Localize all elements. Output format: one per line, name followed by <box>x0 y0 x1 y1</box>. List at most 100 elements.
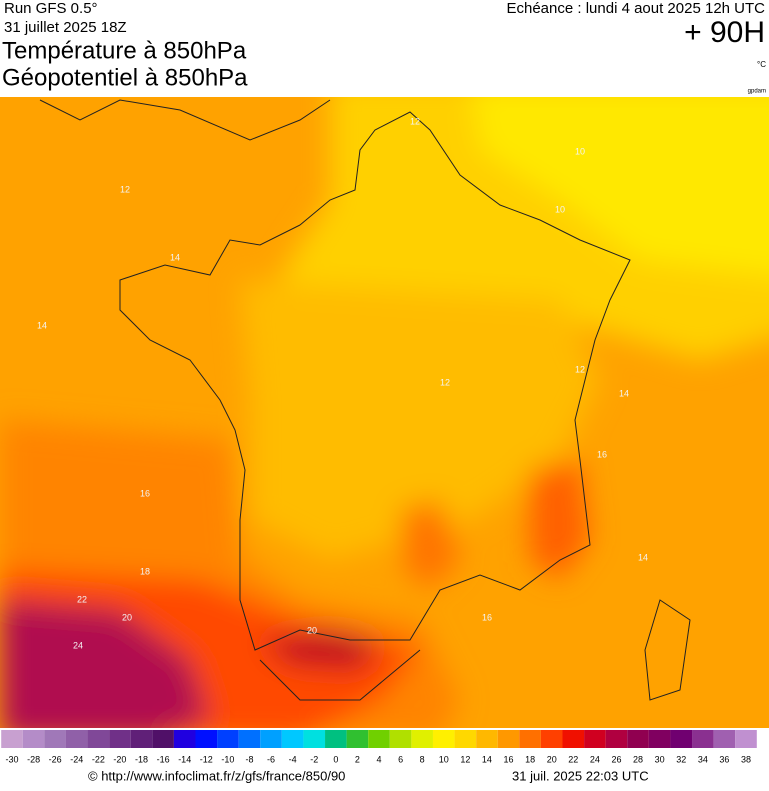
map: 10 10 12 12 12 12 14 14 14 14 16 16 16 18 22 20 20 24 <box>0 97 769 728</box>
color-scale-label: 32 <box>676 754 686 764</box>
color-scale-label: 16 <box>504 754 514 764</box>
contour-label: 16 <box>597 449 607 459</box>
contour-label: 12 <box>440 377 450 387</box>
contour-label: 12 <box>410 116 420 126</box>
contour-label: 10 <box>575 146 585 156</box>
color-scale-label: 20 <box>547 754 557 764</box>
color-scale-label: 12 <box>460 754 470 764</box>
color-scale-cell <box>22 730 45 748</box>
color-scale-cell <box>562 730 585 748</box>
color-scale-label: 14 <box>482 754 492 764</box>
color-scale-cell <box>411 730 433 748</box>
contour-label: 12 <box>120 184 130 194</box>
lead-time: + 90H <box>684 16 765 49</box>
forecast-time: Echéance : lundi 4 aout 2025 12h UTC <box>506 0 765 17</box>
contour-label: 16 <box>482 612 492 622</box>
color-scale-cell <box>303 730 326 748</box>
color-scale-cell <box>454 730 477 748</box>
color-scale-cell <box>389 730 412 748</box>
contour-label: 14 <box>619 388 629 398</box>
run-date: 31 juillet 2025 18Z <box>4 19 127 36</box>
color-scale-cell <box>65 730 88 748</box>
credit: gpdam <box>748 89 766 95</box>
unit: °C <box>757 60 766 69</box>
contour-label: 20 <box>122 612 132 622</box>
color-scale-label: 6 <box>398 754 403 764</box>
color-scale-cell <box>130 730 153 748</box>
color-scale-label: 24 <box>590 754 600 764</box>
color-scale-label: -20 <box>113 754 126 764</box>
color-scale-label: 0 <box>333 754 338 764</box>
color-scale-cell <box>109 730 131 748</box>
contour-label: 24 <box>73 640 83 650</box>
contour-label: 18 <box>140 566 150 576</box>
color-scale-label: 18 <box>525 754 535 764</box>
contour-label: 14 <box>170 252 180 262</box>
color-scale-cell <box>735 730 757 748</box>
color-scale-label: -28 <box>27 754 40 764</box>
color-scale-label: 4 <box>376 754 381 764</box>
color-scale-cell <box>670 730 693 748</box>
color-scale-label: -30 <box>5 754 18 764</box>
color-scale-label: -18 <box>135 754 148 764</box>
color-scale-cell <box>44 730 66 748</box>
color-scale-label: 10 <box>439 754 449 764</box>
color-scale-cell <box>648 730 671 748</box>
color-scale-cell <box>238 730 261 748</box>
title: Température à 850hPa <box>2 37 247 64</box>
contour-label: 12 <box>575 364 585 374</box>
color-scale-label: -26 <box>49 754 62 764</box>
color-scale-cell <box>368 730 390 748</box>
coastline <box>39 99 691 701</box>
color-scale-label: 22 <box>568 754 578 764</box>
color-scale-label: -14 <box>178 754 191 764</box>
color-scale-label: -4 <box>289 754 297 764</box>
color-scale-label: 38 <box>741 754 751 764</box>
color-scale-label: 36 <box>719 754 729 764</box>
timestamp: 31 juil. 2025 22:03 UTC <box>512 768 649 783</box>
color-scale-cell <box>713 730 736 748</box>
color-scale-cell <box>1 730 23 748</box>
color-scale-label: -2 <box>310 754 318 764</box>
color-scale-cell <box>325 730 347 748</box>
color-scale-cell <box>152 730 174 748</box>
color-scale-label: 30 <box>655 754 665 764</box>
color-scale-cell <box>195 730 218 748</box>
contour-label: 10 <box>555 204 565 214</box>
color-scale-label: 28 <box>633 754 643 764</box>
color-scale-cell <box>87 730 110 748</box>
color-scale-cell <box>346 730 369 748</box>
color-scale-cell <box>432 730 455 748</box>
color-scale-label: 26 <box>611 754 621 764</box>
color-scale-label: -8 <box>245 754 253 764</box>
color-scale-cell <box>519 730 541 748</box>
color-scale-label: -22 <box>92 754 105 764</box>
color-scale-label: 2 <box>355 754 360 764</box>
color-scale-cell <box>605 730 628 748</box>
color-scale-cell <box>584 730 606 748</box>
color-scale-cell <box>627 730 649 748</box>
contour-label: 14 <box>37 320 47 330</box>
contour-label: 16 <box>140 488 150 498</box>
color-scale-label: -6 <box>267 754 275 764</box>
color-scale-label: 8 <box>420 754 425 764</box>
color-scale-cell <box>173 730 196 748</box>
color-scale-cell <box>540 730 563 748</box>
color-scale-cell <box>497 730 520 748</box>
color-scale-label: -24 <box>70 754 83 764</box>
color-scale-cell <box>260 730 282 748</box>
color-scale-label: -12 <box>200 754 213 764</box>
color-scale-label: -10 <box>221 754 234 764</box>
color-scale-cell <box>281 730 304 748</box>
color-scale-cell <box>692 730 714 748</box>
contour-label: 22 <box>77 594 87 604</box>
contour-label: 20 <box>307 625 317 635</box>
run-label: Run GFS 0.5° <box>4 0 98 17</box>
color-scale-label: -16 <box>157 754 170 764</box>
color-scale-cell <box>476 730 498 748</box>
color-scale-label: 34 <box>698 754 708 764</box>
color-scale-cell <box>217 730 239 748</box>
contour-label: 14 <box>638 552 648 562</box>
source-url: © http://www.infoclimat.fr/z/gfs/france/… <box>88 768 345 783</box>
